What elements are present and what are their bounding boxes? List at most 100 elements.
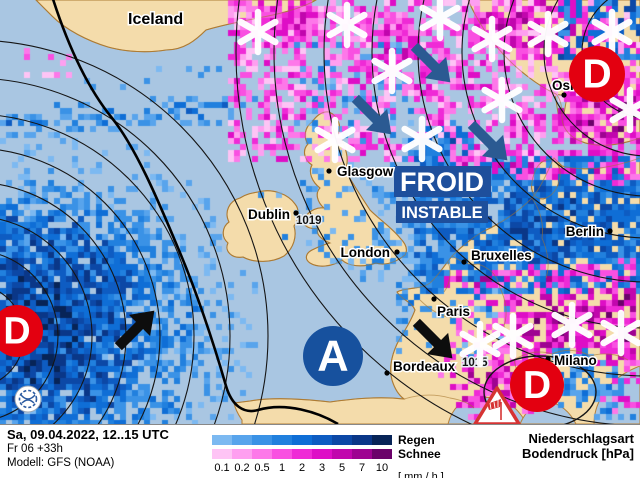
snow-scale-step <box>312 449 332 459</box>
map-type-title: Niederschlagsart <box>528 431 635 446</box>
legend-tick: 3 <box>318 462 326 474</box>
isobar-line <box>461 0 640 239</box>
low-pressure-marker: D <box>510 358 564 412</box>
legend-tick: 0.5 <box>254 462 270 474</box>
snow-scale-step <box>372 449 392 459</box>
rain-scale-step <box>292 435 312 445</box>
map-type-subtitle: Bodendruck [hPa] <box>522 446 634 461</box>
legend-tick: 7 <box>358 462 366 474</box>
annotation-box-instable <box>396 201 488 223</box>
flow-arrow-black <box>114 310 155 351</box>
isobar-line <box>503 0 640 197</box>
city-label: Bordeaux <box>393 359 456 374</box>
isobar-line <box>0 184 127 424</box>
isobar-line <box>0 149 161 424</box>
snowflake-arm <box>551 311 593 339</box>
precipitation-legend: Regen Schnee 0.1 0.2 0.5 1 2 3 5 7 10 [ mm / h ] <box>212 433 444 478</box>
rain-scale-step <box>312 435 332 445</box>
city-dot <box>607 228 613 234</box>
flow-arrow-blue <box>467 120 508 161</box>
legend-tick-values: 0.1 0.2 0.5 1 2 3 5 7 10 <box>212 462 392 474</box>
rain-scale-step <box>232 435 252 445</box>
city-label: Paris <box>437 304 470 319</box>
map-canvas-area: 1019 1015 FROID INSTABLE Iceland Glasgow Dub… <box>0 0 640 424</box>
legend-tick: 10 <box>375 462 389 474</box>
model-name: Modell: GFS (NOAA) <box>7 457 115 469</box>
annotation-box-froid <box>394 166 491 197</box>
pressure-marker-circle <box>510 358 564 412</box>
isobar-line <box>323 0 640 377</box>
isobar-line <box>0 40 269 424</box>
isobar-line <box>0 79 231 424</box>
valid-datetime: Sa, 09.04.2022, 12..15 UTC <box>7 427 169 442</box>
status-bar: Sa, 09.04.2022, 12..15 UTC Fr 06 +33h Mo… <box>0 424 640 478</box>
forecast-info: Sa, 09.04.2022, 12..15 UTC Fr 06 +33h Mo… <box>7 428 169 470</box>
snowflake-icon <box>314 116 356 164</box>
legend-tick: 2 <box>298 462 306 474</box>
city-dot <box>394 249 400 255</box>
site-logo <box>14 385 42 413</box>
annotation-text-instable: INSTABLE <box>401 204 482 222</box>
city-dot <box>326 168 332 174</box>
isobar-genoa-low <box>483 355 597 424</box>
high-pressure-marker: A <box>303 326 363 386</box>
snow-scale-step <box>332 449 352 459</box>
snow-scale-label: Schnee <box>398 447 441 461</box>
snow-scale-step <box>352 449 372 459</box>
isobar-line <box>0 115 195 424</box>
snowflake-arm <box>591 18 633 46</box>
map-type-info: Niederschlagsart Bodendruck [hPa] <box>522 431 634 461</box>
city-label: Bruxelles <box>471 248 532 263</box>
rain-scale-label: Regen <box>398 433 435 447</box>
snow-scale-step <box>272 449 292 459</box>
snowflake-icon <box>419 0 461 42</box>
snowflake-arm <box>314 126 356 154</box>
snowflake-arm <box>600 319 640 347</box>
isobar-thick-trough <box>51 0 339 424</box>
city-label: Milano <box>554 353 597 368</box>
annotation-text-froid: FROID <box>400 167 484 197</box>
snowflake-arm <box>471 25 513 53</box>
snowflake-icon <box>527 10 569 58</box>
flow-arrow-blue <box>351 94 392 135</box>
city-label: Glasgow <box>337 164 394 179</box>
pressure-marker-letter: D <box>3 309 30 351</box>
snowflake-arm <box>371 57 413 85</box>
snow-scale-step <box>252 449 272 459</box>
snowflake-icon <box>551 301 593 349</box>
pressure-value-label: 1015 <box>462 357 488 369</box>
region-label-iceland: Iceland <box>128 11 183 28</box>
rain-scale-step <box>372 435 392 445</box>
snowflake-icon <box>371 47 413 95</box>
pressure-marker-circle <box>303 326 363 386</box>
legend-tick: 5 <box>338 462 346 474</box>
low-pressure-marker: D <box>0 305 43 357</box>
isobar-line <box>273 0 617 424</box>
flow-arrow-blue <box>410 42 451 83</box>
snowflake-arm <box>459 330 501 358</box>
city-label: London <box>341 245 390 260</box>
legend-tick: 0.1 <box>214 462 230 474</box>
rain-color-scale <box>212 435 392 445</box>
snow-scale-step <box>212 449 232 459</box>
isobar-line <box>0 218 93 424</box>
snowflake-arm <box>401 125 443 153</box>
snow-color-scale <box>212 449 392 459</box>
snowflake-icon <box>481 76 523 124</box>
city-label: Dublin <box>248 207 290 222</box>
city-dot <box>461 259 467 265</box>
snowflake-icon <box>326 1 368 49</box>
rain-scale-step <box>212 435 232 445</box>
isobar-line <box>371 0 640 329</box>
map-overlay-layer: 1019 1015 FROID INSTABLE Iceland Glasgow Dub… <box>0 0 640 424</box>
snowflake-icon <box>591 8 633 56</box>
pressure-marker-letter: D <box>523 364 551 407</box>
snowflake-arm <box>609 96 640 124</box>
rain-scale-step <box>272 435 292 445</box>
snowflake-icon <box>459 320 501 368</box>
rain-scale-step <box>332 435 352 445</box>
pressure-marker-letter: D <box>582 50 611 96</box>
snowflake-icon <box>492 312 534 360</box>
snowflake-icon <box>471 15 513 63</box>
